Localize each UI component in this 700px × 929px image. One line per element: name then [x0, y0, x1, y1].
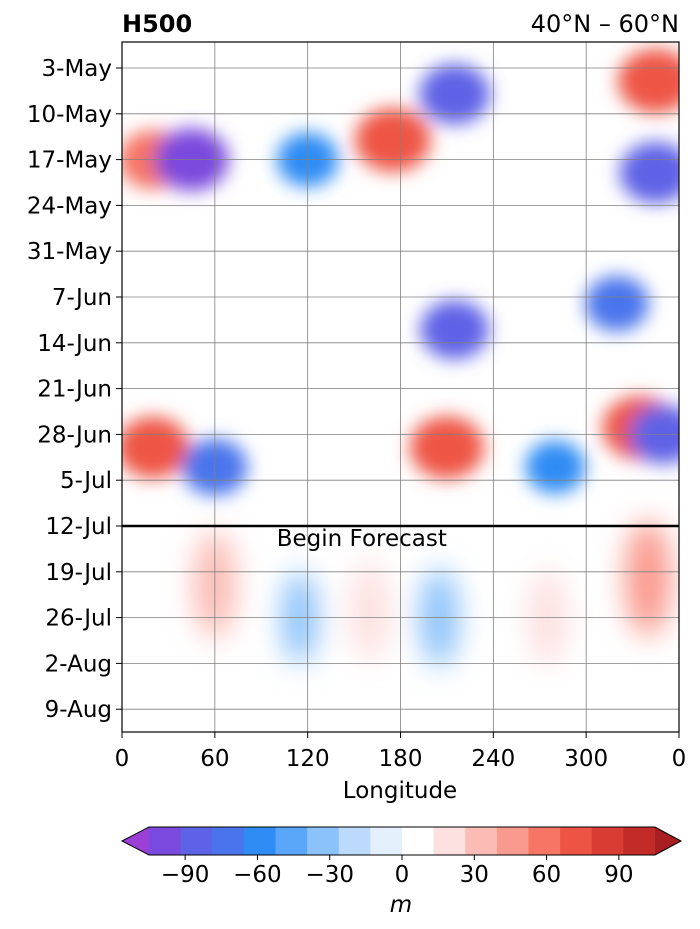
plot-area	[122, 42, 679, 732]
colorbar-segment	[338, 827, 371, 855]
colorbar-segment	[307, 827, 340, 855]
y-tick-label: 17-May	[27, 148, 112, 174]
y-axis: 3-May 10-May 17-May 24-May 31-May 7-Jun 14-Jun…	[27, 56, 122, 723]
field-feature	[617, 49, 679, 114]
colorbar-tick-label: −90	[161, 862, 210, 888]
x-axis-label: Longitude	[343, 778, 457, 804]
y-tick-label: 14-Jun	[37, 331, 112, 357]
y-tick-label: 7-Jun	[52, 285, 112, 311]
y-tick-label: 21-Jun	[37, 377, 112, 403]
x-tick-label: 240	[471, 746, 515, 772]
colorbar-segment	[528, 827, 561, 855]
y-tick-label: 5-Jul	[60, 468, 112, 494]
colorbar-segment	[243, 827, 276, 855]
colorbar-segment	[465, 827, 498, 855]
chart-title-right: 40°N – 60°N	[531, 10, 679, 38]
x-tick-label: 60	[200, 746, 229, 772]
field-feature	[420, 300, 490, 360]
field-feature	[419, 63, 490, 125]
colorbar-segment	[560, 827, 593, 855]
colorbar-segment	[275, 827, 308, 855]
colorbar-segment	[433, 827, 466, 855]
colorbar-extend-high	[655, 827, 681, 855]
y-tick-label: 24-May	[27, 193, 112, 219]
colorbar-segment	[212, 827, 245, 855]
field-feature	[624, 520, 672, 637]
y-tick-label: 3-May	[42, 56, 112, 82]
colorbar-tick-label: −30	[305, 862, 354, 888]
colorbar-tick-label: −60	[233, 862, 282, 888]
y-tick-label: 26-Jul	[45, 606, 112, 632]
field-feature	[354, 107, 431, 172]
x-tick-label: 120	[286, 746, 330, 772]
colorbar-segment	[180, 827, 213, 855]
x-tick-label: 0	[115, 746, 130, 772]
colorbar-tick-label: 0	[395, 862, 410, 888]
grid	[122, 42, 679, 732]
y-tick-label: 12-Jul	[45, 514, 112, 540]
forecast-field	[193, 520, 672, 667]
colorbar-segment	[623, 827, 656, 855]
colorbar: −90 −60 −30 0 30 60 90	[120, 826, 683, 888]
colorbar-segment	[496, 827, 529, 855]
x-tick-label: 180	[379, 746, 423, 772]
x-axis: 0 60 120 180 240 300 0	[115, 732, 687, 772]
x-tick-label: 300	[564, 746, 608, 772]
colorbar-segment	[149, 827, 182, 855]
field-feature	[619, 141, 679, 204]
field-feature	[409, 416, 485, 479]
field-feature	[525, 440, 586, 494]
y-tick-label: 10-May	[27, 102, 112, 128]
colorbar-segment	[591, 827, 624, 855]
y-tick-label: 31-May	[27, 239, 112, 265]
y-tick-label: 19-Jul	[45, 560, 112, 586]
colorbar-tick-label: 60	[532, 862, 561, 888]
chart-title-left: H500	[122, 10, 192, 38]
x-tick-label: 0	[672, 746, 687, 772]
colorbar-segment	[402, 827, 435, 855]
field-feature	[349, 560, 390, 662]
colorbar-outline	[120, 826, 683, 856]
begin-forecast-label: Begin Forecast	[277, 526, 447, 552]
field-feature	[585, 275, 649, 332]
colorbar-tick-label: 90	[604, 862, 633, 888]
colorbar-label: m	[390, 892, 412, 918]
field-feature	[122, 416, 190, 479]
colorbar-segment	[370, 827, 403, 855]
observed-field	[122, 49, 679, 496]
colorbar-extend-low	[122, 827, 149, 855]
y-tick-label: 9-Aug	[45, 697, 112, 723]
y-tick-label: 2-Aug	[45, 651, 112, 677]
y-tick-label: 28-Jun	[37, 422, 112, 448]
colorbar-tick-label: 30	[460, 862, 489, 888]
